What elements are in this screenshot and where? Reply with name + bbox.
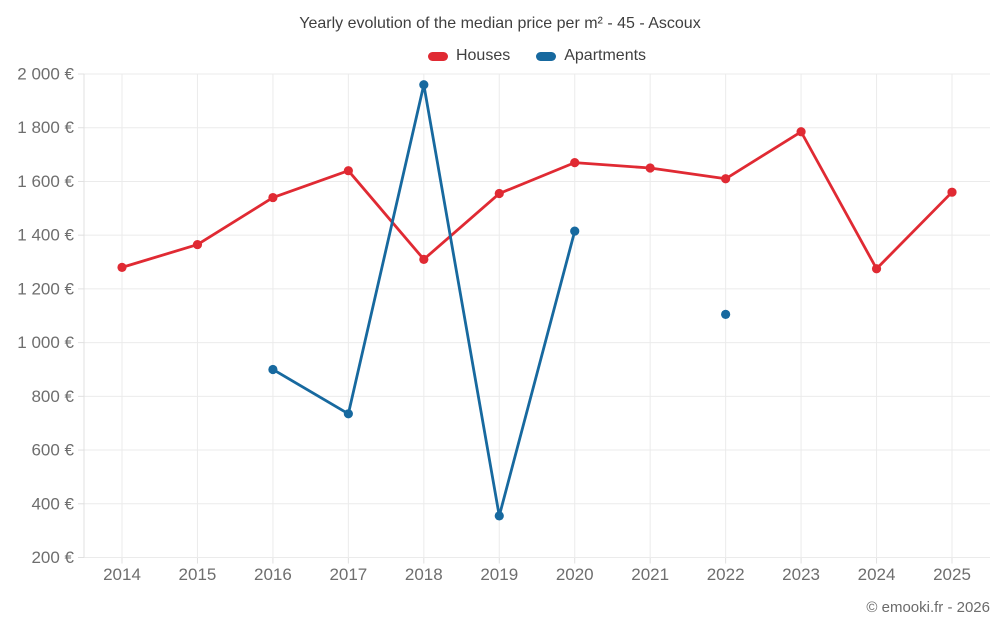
x-tick-label: 2015 xyxy=(179,565,217,584)
x-tick-label: 2019 xyxy=(480,565,518,584)
x-tick-label: 2016 xyxy=(254,565,292,584)
x-tick-label: 2018 xyxy=(405,565,443,584)
y-tick-label: 1 000 € xyxy=(17,333,74,352)
chart-title: Yearly evolution of the median price per… xyxy=(299,15,701,32)
y-tick-label: 200 € xyxy=(31,548,74,567)
houses-point-2025[interactable] xyxy=(947,187,957,197)
x-tick-label: 2025 xyxy=(933,565,971,584)
legend-label-apartments: Apartments xyxy=(564,47,647,64)
apartments-point-2016[interactable] xyxy=(268,364,278,375)
houses-point-2024[interactable] xyxy=(871,264,882,274)
houses-point-2017[interactable] xyxy=(343,166,353,176)
y-tick-label: 800 € xyxy=(31,387,74,406)
y-tick-label: 400 € xyxy=(31,494,74,513)
x-tick-label: 2020 xyxy=(556,565,594,584)
copyright-credit: © emooki.fr - 2026 xyxy=(866,599,990,616)
y-tick-label: 2 000 € xyxy=(17,65,74,84)
x-tick-label: 2017 xyxy=(329,565,367,584)
apartments-point-2017[interactable] xyxy=(343,409,353,419)
x-tick-label: 2024 xyxy=(858,565,896,584)
houses-point-2018[interactable] xyxy=(419,254,429,264)
houses-point-2021[interactable] xyxy=(645,163,655,173)
houses-line xyxy=(120,130,954,271)
houses-swatch-icon xyxy=(427,51,448,61)
houses-point-2019[interactable] xyxy=(494,188,504,199)
x-tick-label: 2022 xyxy=(707,565,745,584)
legend: Houses Apartments xyxy=(84,47,990,65)
legend-item-apartments[interactable]: Apartments xyxy=(536,47,646,65)
houses-point-2015[interactable] xyxy=(192,239,203,250)
legend-item-houses[interactable]: Houses xyxy=(427,47,511,65)
houses-point-2014[interactable] xyxy=(117,262,127,272)
apartments-point-2019[interactable] xyxy=(494,511,504,521)
y-tick-label: 1 600 € xyxy=(17,172,74,191)
houses-point-2020[interactable] xyxy=(570,158,580,168)
houses-point-2016[interactable] xyxy=(268,192,278,203)
x-tick-label: 2023 xyxy=(782,565,820,584)
y-tick-label: 1 200 € xyxy=(17,279,74,298)
y-tick-label: 1 400 € xyxy=(17,226,74,245)
apartments-point-2022[interactable] xyxy=(721,309,731,320)
apartments-point-2020[interactable] xyxy=(570,226,580,236)
apartments-point-2018[interactable] xyxy=(419,80,429,90)
y-tick-label: 600 € xyxy=(31,441,74,460)
legend-label-houses: Houses xyxy=(455,47,511,64)
y-tick-label: 1 800 € xyxy=(17,118,74,137)
x-tick-label: 2014 xyxy=(103,565,141,584)
houses-point-2022[interactable] xyxy=(721,174,731,184)
apartments-swatch-icon xyxy=(536,51,557,61)
houses-point-2023[interactable] xyxy=(796,127,806,137)
x-tick-label: 2021 xyxy=(631,565,669,584)
